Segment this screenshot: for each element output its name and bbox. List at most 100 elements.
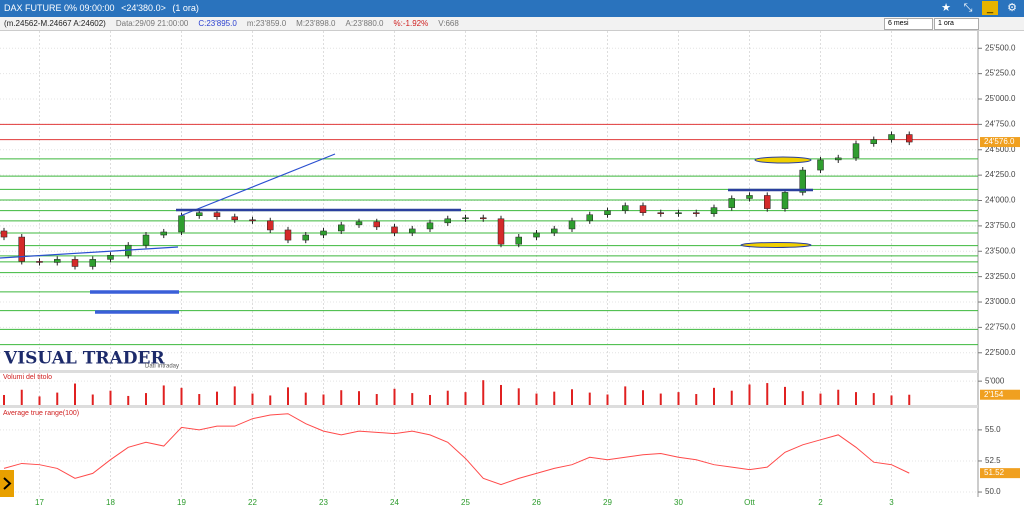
candle-body	[178, 215, 185, 233]
volume-bar	[358, 391, 360, 405]
y-tick-label: 23'000.0	[985, 297, 1016, 306]
y-tick-label: 50.0	[985, 487, 1001, 496]
candle-body	[0, 230, 8, 238]
candle-body	[107, 255, 114, 260]
candle-body	[71, 259, 79, 267]
last-value-label: 24'576.0	[984, 137, 1015, 146]
favorite-button[interactable]: ★	[941, 2, 951, 14]
candle-body	[480, 217, 487, 220]
candle-body	[320, 230, 327, 236]
volume-bar	[340, 390, 343, 405]
scroll-button[interactable]	[0, 470, 14, 497]
timeframe-select[interactable]: 1 ora	[934, 18, 979, 30]
candle-body	[622, 205, 629, 211]
volume-bar	[145, 393, 147, 405]
volume-bar	[872, 393, 875, 405]
x-tick-label: Ott	[744, 498, 755, 507]
candle-body	[817, 159, 824, 171]
volume-bar	[784, 386, 786, 405]
candle-body	[728, 198, 735, 208]
candle-body	[675, 212, 682, 214]
candle-body	[693, 212, 700, 214]
volume-bar	[606, 394, 609, 405]
volume-bar	[730, 390, 733, 405]
y-tick-label: 25'500.0	[985, 43, 1016, 52]
info-item: (m.24562-M.24667 A:24602)	[4, 19, 106, 28]
info-item: Data:29/09 21:00:00	[115, 19, 189, 28]
chart: 17 18 19 22 23 24 25 26 29 30 Ott 2 322'500.022'750.…	[0, 31, 1024, 507]
y-tick-label: 5'000	[985, 376, 1005, 385]
layers: 17 18 19 22 23 24 25 26 29 30 Ott 2 322'500.022'750.…	[0, 31, 1020, 507]
last-value-box	[980, 468, 1020, 479]
candle-body	[267, 220, 274, 231]
volume-bar	[464, 392, 467, 405]
volume-bar	[251, 393, 254, 405]
atr-line	[3, 413, 910, 486]
tools-button[interactable]: ⤡	[963, 2, 973, 14]
y-tick-label: 25'250.0	[985, 69, 1016, 78]
panel-title: Volumi del titolo	[3, 374, 52, 381]
trendline	[0, 246, 179, 259]
interval: (1 ora)	[172, 3, 199, 13]
candle-body	[391, 226, 398, 234]
candle-body	[284, 229, 292, 241]
candle-body	[213, 212, 221, 218]
volume-bar	[180, 387, 183, 405]
volume-bar	[304, 392, 307, 405]
highlight	[754, 156, 812, 164]
candle-body	[36, 261, 43, 263]
scroll-arrow	[3, 477, 12, 490]
volume-bar	[855, 392, 857, 405]
panel-separator	[0, 405, 978, 408]
y-tick-label: 22'500.0	[985, 348, 1016, 357]
candle-body	[888, 134, 895, 140]
info-item: %:-1.92%	[393, 19, 429, 28]
volume-bar	[659, 393, 662, 405]
last-value-label: 51.52	[984, 468, 1005, 477]
volume-bar	[216, 391, 218, 405]
candle-body	[462, 217, 469, 220]
volume-bar	[322, 394, 325, 405]
last-value-box	[980, 389, 1020, 400]
volume-bar	[429, 394, 431, 405]
period-select[interactable]: 6 mesi	[884, 18, 933, 30]
volume-bar	[287, 387, 289, 405]
candle-body	[764, 195, 771, 209]
volume-bar	[162, 385, 165, 405]
candle-body	[835, 157, 842, 161]
info-item: A:23'880.0	[345, 19, 384, 28]
x-tick-label: 26	[532, 498, 541, 507]
volume-bar	[766, 383, 769, 405]
title-bar: DAX FUTURE 0% 09:00:00 <24'380.0> (1 ora…	[0, 0, 1024, 17]
volume-bar	[91, 394, 94, 405]
volume-bar	[3, 394, 5, 405]
minimize-button[interactable]: _	[982, 1, 998, 15]
candle-body	[551, 228, 558, 234]
volume-bar	[233, 386, 236, 405]
volume-bar	[20, 389, 23, 405]
volume-bar	[375, 394, 378, 405]
volume-bar	[890, 395, 893, 405]
candle-body	[604, 210, 611, 215]
info-bar: (m.24562-M.24667 A:24602) Data:29/09 21:0…	[0, 17, 1024, 31]
candle-body	[18, 236, 25, 262]
y-tick-label: 23'750.0	[985, 221, 1016, 230]
info-item: m:23'859.0	[246, 19, 287, 28]
candle-body	[373, 221, 380, 228]
y-tick-label: 25'000.0	[985, 94, 1016, 103]
volume-bar	[837, 389, 840, 405]
last-value-label: 2'154	[984, 390, 1004, 399]
x-tick-label: 17	[35, 498, 44, 507]
info-item: V:668	[438, 19, 459, 28]
panel-title: Average true range(100)	[3, 410, 79, 417]
volume-bar	[535, 393, 538, 405]
x-tick-label: 24	[390, 498, 399, 507]
close-button[interactable]: ⚙	[1007, 2, 1017, 14]
candle-body	[89, 259, 96, 267]
candle-body	[533, 232, 540, 238]
volume-bar	[908, 394, 911, 405]
volume-bar	[801, 391, 804, 405]
candle-body	[710, 207, 718, 214]
candle-body	[444, 218, 451, 224]
drawings	[0, 153, 813, 314]
